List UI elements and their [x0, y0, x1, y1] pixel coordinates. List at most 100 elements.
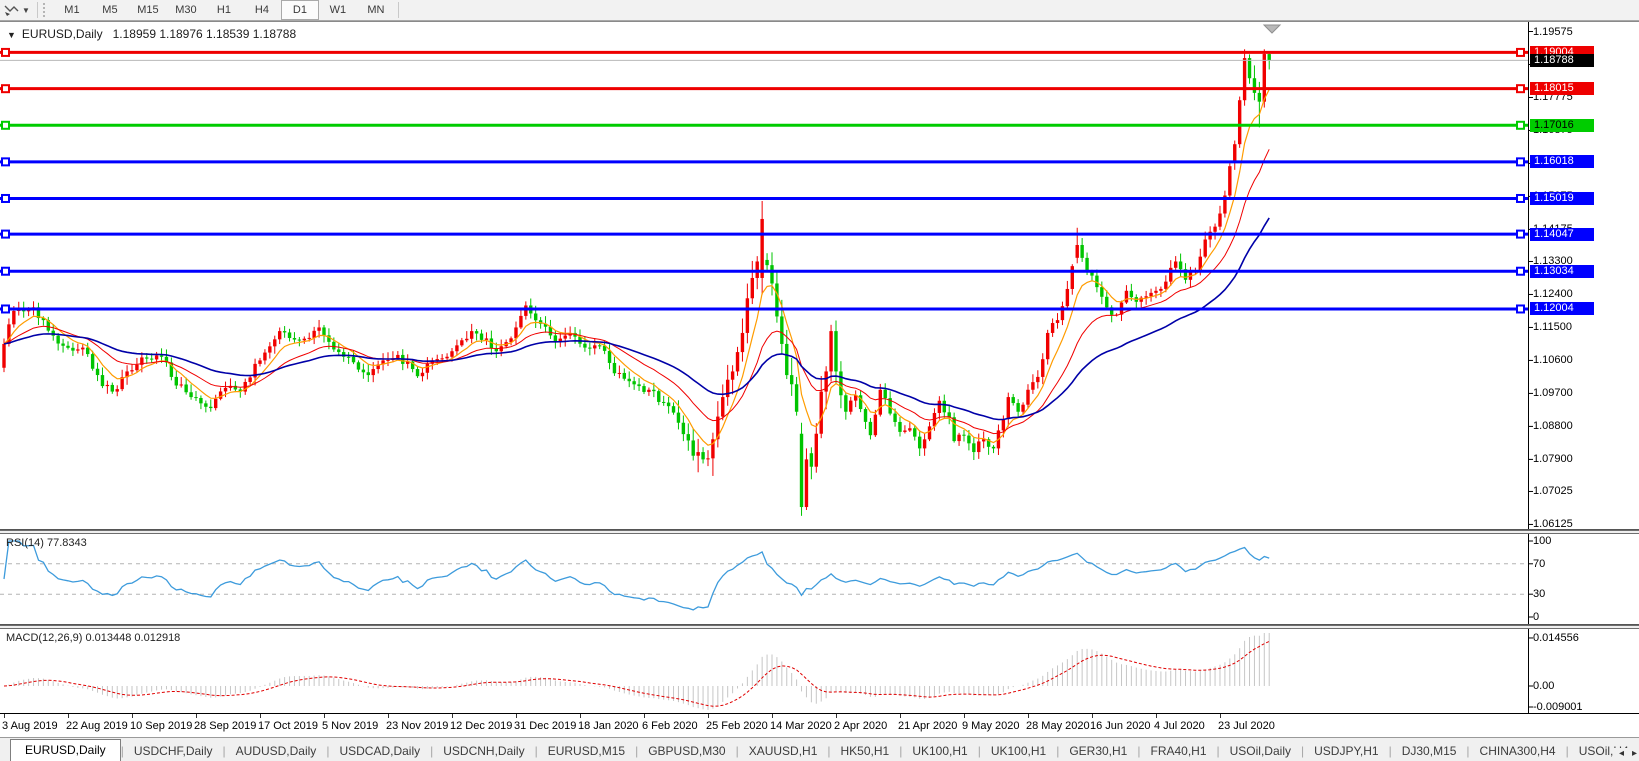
tab-separator: | [735, 744, 739, 758]
chart-tab-uk100-h1[interactable]: UK100,H1 [990, 744, 1047, 758]
chart-tab-hk50-h1[interactable]: HK50,H1 [840, 744, 890, 758]
time-tick [772, 714, 773, 718]
chart-tab-usdchf-daily[interactable]: USDCHF,Daily [133, 744, 213, 758]
chart-tab-eurusd-daily[interactable]: EURUSD,Daily [10, 739, 121, 761]
chart-tab-fra40-h1[interactable]: FRA40,H1 [1150, 744, 1207, 758]
chart-tab-usoil-daily[interactable]: USOil,Daily [1229, 744, 1291, 758]
period-button-m1[interactable]: M1 [64, 4, 80, 16]
rsi-canvas[interactable] [0, 534, 1639, 625]
time-tick [260, 714, 261, 718]
period-button-w1[interactable]: W1 [329, 4, 347, 16]
main-chart-pane[interactable]: ▼ EURUSD,Daily 1.18959 1.18976 1.18539 1.1… [0, 22, 1639, 530]
chart-tab-gbpusd-m30[interactable]: GBPUSD,M30 [648, 744, 726, 758]
chart-tab-uk100-h1[interactable]: UK100,H1 [912, 744, 968, 758]
rsi-label: RSI(14) 77.8343 [6, 537, 87, 549]
slow-ma-line [3, 217, 1270, 421]
macd-tick-label: -0.009001 [1533, 701, 1583, 713]
time-tick [836, 714, 837, 718]
time-tick-label: 16 Jun 2020 [1090, 720, 1151, 732]
time-tick [644, 714, 645, 718]
chart-tab-usdcnh-daily[interactable]: USDCNH,Daily [443, 744, 525, 758]
time-tick-label: 3 Aug 2019 [2, 720, 58, 732]
tab-separator: | [534, 744, 538, 758]
pane-resize-handle[interactable] [0, 530, 1639, 534]
tab-scroll-buttons: ◂ ▸ [1612, 748, 1637, 759]
period-button-h1[interactable]: H1 [216, 4, 231, 16]
time-tick [132, 714, 133, 718]
tab-scroll-right-icon[interactable]: ▸ [1631, 748, 1637, 759]
chart-tab-xauusd-h1[interactable]: XAUUSD,H1 [748, 744, 818, 758]
chart-tab-ger30-h1[interactable]: GER30,H1 [1069, 744, 1128, 758]
macd-signal-line [3, 640, 1270, 707]
chart-tab-dj30-m15[interactable]: DJ30,M15 [1401, 744, 1457, 758]
chart-tab-audusd-daily[interactable]: AUDUSD,Daily [235, 744, 317, 758]
price-line-badge: 1.14047 [1530, 227, 1594, 241]
time-tick [1220, 714, 1221, 718]
time-tick [964, 714, 965, 718]
tab-separator: | [1137, 744, 1141, 758]
price-line-badge: 1.15019 [1530, 191, 1594, 205]
pane-resize-handle[interactable] [0, 625, 1639, 629]
price-tick-label: 1.19575 [1533, 25, 1573, 38]
chart-tab-bar: EURUSD,Daily | USDCHF,Daily | AUDUSD,Daily | U… [0, 737, 1639, 761]
macd-pane[interactable]: MACD(12,26,9) 0.013448 0.012918 0.014556… [0, 629, 1639, 714]
macd-tick-label: 0.014556 [1533, 631, 1579, 644]
toolbar-separator [397, 2, 399, 18]
time-axis: 3 Aug 2019 22 Aug 2019 10 Sep 2019 28 Sep 2… [0, 714, 1639, 738]
period-button-group: M1 M5 M15 M30 H1 H4 D1 W1 MN [53, 0, 395, 20]
chart-tab-china300-h4[interactable]: CHINA300,H4 [1479, 744, 1556, 758]
macd-label: MACD(12,26,9) 0.013448 0.012918 [6, 632, 181, 644]
tab-separator: | [120, 744, 124, 758]
price-tick-label: 1.09700 [1533, 387, 1573, 400]
rsi-pane[interactable]: RSI(14) 77.8343 100 70 30 0 [0, 534, 1639, 625]
period-button-m5[interactable]: M5 [102, 4, 118, 16]
draw-tool-button[interactable]: ▼ [0, 0, 34, 20]
tab-separator: | [430, 744, 434, 758]
price-tick-label: 1.08800 [1533, 420, 1573, 433]
price-line-badge: 1.18015 [1530, 82, 1594, 96]
macd-values: 0.013448 0.012918 [85, 632, 181, 644]
time-tick-label: 17 Oct 2019 [258, 720, 318, 732]
chart-shift-marker-icon [1262, 24, 1282, 34]
period-button-h4[interactable]: H4 [254, 4, 269, 16]
rsi-value: 77.8343 [46, 537, 87, 549]
chart-title: ▼ EURUSD,Daily 1.18959 1.18976 1.18539 1.1… [7, 27, 296, 41]
tab-separator: | [635, 744, 639, 758]
cursor-zigzag-icon [4, 5, 19, 16]
rsi-line [3, 540, 1270, 611]
tab-separator: | [899, 744, 903, 758]
time-tick [580, 714, 581, 718]
price-tick-label: 1.10600 [1533, 354, 1573, 367]
macd-tick-label: 0.00 [1533, 680, 1555, 692]
period-button-m30[interactable]: M30 [175, 4, 197, 16]
chart-symbol-label: EURUSD,Daily [21, 27, 103, 41]
period-button-d1[interactable]: D1 [280, 0, 319, 20]
timeframe-toolbar: ▼ M1 M5 M15 M30 H1 H4 D1 W1 MN [0, 0, 1639, 21]
toolbar-grip[interactable] [42, 3, 49, 17]
time-tick-label: 21 Apr 2020 [898, 720, 958, 732]
time-tick-label: 12 Dec 2019 [450, 720, 513, 732]
time-tick [196, 714, 197, 718]
triangle-down-icon: ▼ [7, 30, 16, 40]
time-tick [388, 714, 389, 718]
price-line-badge: 1.13034 [1530, 264, 1594, 278]
rsi-tick-label: 70 [1533, 557, 1546, 570]
tab-separator: | [1216, 744, 1220, 758]
macd-canvas[interactable] [0, 629, 1639, 714]
period-button-m15[interactable]: M15 [137, 4, 159, 16]
price-tick-label: 1.06125 [1533, 518, 1573, 531]
main-chart-canvas[interactable] [0, 22, 1639, 530]
time-tick-label: 23 Jul 2020 [1218, 720, 1275, 732]
chart-tab-usdjpy-h1[interactable]: USDJPY,H1 [1314, 744, 1379, 758]
time-tick-label: 5 Nov 2019 [322, 720, 379, 732]
tab-separator: | [1466, 744, 1470, 758]
chart-tab-usdcad-daily[interactable]: USDCAD,Daily [339, 744, 421, 758]
tab-scroll-left-icon[interactable]: ◂ [1618, 748, 1624, 759]
chart-tab-eurusd-m15[interactable]: EURUSD,M15 [547, 744, 626, 758]
time-tick [900, 714, 901, 718]
price-tick-label: 1.11500 [1533, 321, 1572, 334]
time-tick [452, 714, 453, 718]
period-button-mn[interactable]: MN [367, 4, 385, 16]
tab-separator: | [222, 744, 226, 758]
